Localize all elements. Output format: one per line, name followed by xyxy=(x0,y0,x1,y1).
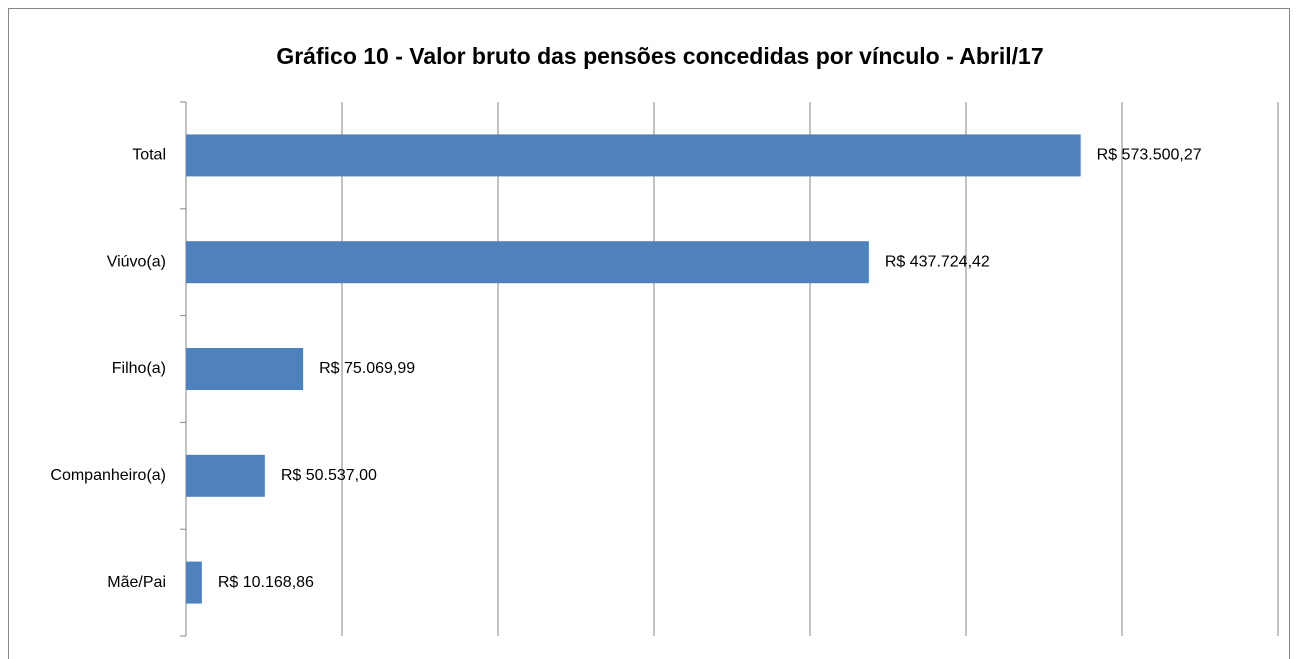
data-label: R$ 50.537,00 xyxy=(281,467,377,484)
bar xyxy=(186,454,265,497)
bar xyxy=(186,348,304,390)
chart-title: Gráfico 10 - Valor bruto das pensões con… xyxy=(276,43,1043,69)
y-tick-label: Total xyxy=(132,147,166,164)
y-tick-label: Companheiro(a) xyxy=(50,467,166,484)
data-label: R$ 437.724,42 xyxy=(885,253,990,270)
data-label: R$ 10.168,86 xyxy=(218,574,314,591)
bar xyxy=(186,134,1081,177)
data-label: R$ 75.069,99 xyxy=(319,360,415,377)
y-tick-label: Viúvo(a) xyxy=(107,253,166,270)
y-tick-label: Filho(a) xyxy=(112,360,166,377)
data-label: R$ 573.500,27 xyxy=(1097,147,1202,164)
chart-frame xyxy=(8,8,1290,659)
y-tick-label: Mãe/Pai xyxy=(107,574,166,591)
bar xyxy=(186,561,202,604)
bar xyxy=(186,241,869,284)
